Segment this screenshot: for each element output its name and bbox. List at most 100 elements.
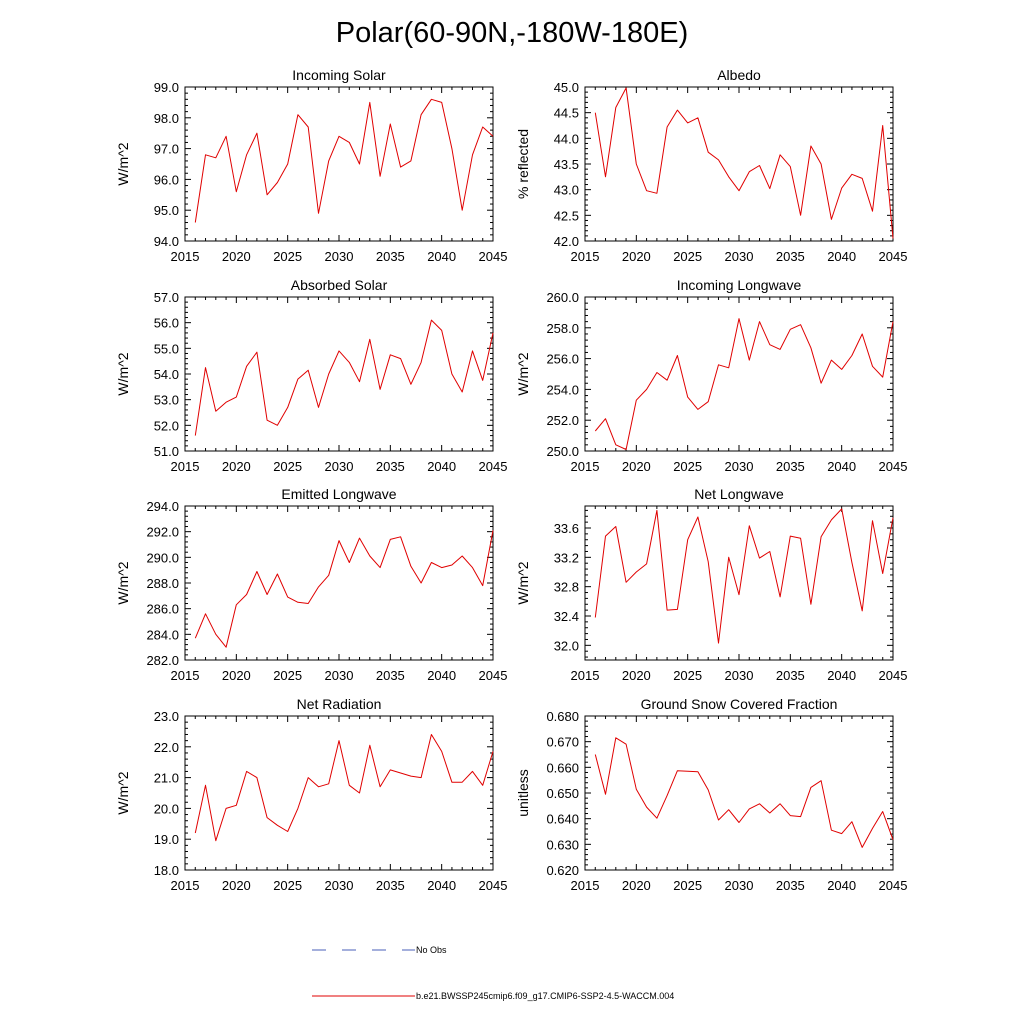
x-tick-label: 2040 — [427, 249, 456, 264]
x-tick-label: 2035 — [776, 459, 805, 474]
y-tick-label: 56.0 — [154, 316, 179, 331]
y-tick-label: 99.0 — [154, 80, 179, 95]
chart-title: Emitted Longwave — [281, 486, 396, 502]
y-tick-label: 250.0 — [546, 444, 579, 459]
x-tick-label: 2015 — [171, 878, 200, 893]
x-tick-label: 2035 — [376, 249, 405, 264]
y-tick-label: 260.0 — [546, 290, 579, 305]
chart-panel-6: Net Longwave W/m^2 2015 2020 2025 2030 2035 204… — [515, 486, 907, 683]
y-tick-label: 22.0 — [154, 740, 179, 755]
chart-panel-4: Incoming Longwave W/m^2 2015 2020 2025 2030 20… — [515, 277, 907, 474]
series-line — [194, 530, 494, 648]
x-tick-label: 2035 — [376, 878, 405, 893]
y-tick-label: 0.670 — [546, 735, 579, 750]
x-tick-label: 2040 — [827, 459, 856, 474]
y-tick-label: 288.0 — [146, 576, 179, 591]
x-tick-label: 2040 — [427, 668, 456, 683]
x-tick-label: 2015 — [171, 459, 200, 474]
y-tick-label: 53.0 — [154, 393, 179, 408]
y-axis-label: W/m^2 — [515, 352, 531, 395]
x-tick-label: 2025 — [273, 878, 302, 893]
chart-title: Net Radiation — [297, 696, 382, 712]
chart-title: Absorbed Solar — [291, 277, 388, 293]
chart-panel-3: Absorbed Solar W/m^2 2015 2020 2025 2030 2035 2… — [115, 277, 507, 474]
y-axis-label: W/m^2 — [115, 352, 131, 395]
y-tick-label: 57.0 — [154, 290, 179, 305]
chart-panel-2: Albedo % reflected 2015 2020 2025 2030 2035 204… — [515, 67, 907, 264]
y-axis-label: W/m^2 — [115, 771, 131, 814]
y-axis-label: W/m^2 — [515, 561, 531, 604]
x-tick-label: 2030 — [325, 878, 354, 893]
x-tick-label: 2025 — [273, 249, 302, 264]
x-tick-label: 2030 — [725, 668, 754, 683]
y-tick-label: 0.620 — [546, 863, 579, 878]
series-line — [194, 319, 494, 436]
y-axis-label: % reflected — [515, 129, 531, 199]
y-tick-label: 32.4 — [554, 609, 579, 624]
x-tick-label: 2045 — [479, 249, 508, 264]
y-tick-label: 98.0 — [154, 111, 179, 126]
x-tick-label: 2030 — [725, 878, 754, 893]
y-axis-label: unitless — [515, 769, 531, 816]
x-tick-label: 2045 — [879, 668, 908, 683]
x-tick-label: 2015 — [571, 249, 600, 264]
x-tick-label: 2020 — [222, 878, 251, 893]
y-tick-label: 0.640 — [546, 812, 579, 827]
series-line — [194, 98, 494, 223]
x-tick-label: 2030 — [725, 249, 754, 264]
series-line — [594, 508, 894, 644]
x-tick-label: 2040 — [427, 459, 456, 474]
x-tick-label: 2025 — [273, 459, 302, 474]
y-tick-label: 54.0 — [154, 367, 179, 382]
y-tick-label: 32.8 — [554, 580, 579, 595]
y-tick-label: 256.0 — [546, 352, 579, 367]
x-tick-label: 2015 — [171, 249, 200, 264]
y-tick-label: 290.0 — [146, 550, 179, 565]
page-title: Polar(60-90N,-180W-180E) — [336, 17, 688, 49]
x-tick-label: 2040 — [827, 878, 856, 893]
y-tick-label: 43.5 — [554, 157, 579, 172]
chart-panel-8: Ground Snow Covered Fraction unitless 2015… — [515, 696, 907, 893]
x-tick-label: 2025 — [673, 878, 702, 893]
x-tick-label: 2045 — [479, 668, 508, 683]
series-line — [594, 737, 894, 848]
series-line — [594, 87, 894, 239]
y-tick-label: 286.0 — [146, 602, 179, 617]
y-tick-label: 254.0 — [546, 382, 579, 397]
y-tick-label: 45.0 — [554, 80, 579, 95]
chart-title: Incoming Longwave — [677, 277, 802, 293]
x-tick-label: 2045 — [879, 459, 908, 474]
x-tick-label: 2020 — [222, 459, 251, 474]
chart-panel-7: Net Radiation W/m^2 2015 2020 2025 2030 2035 20… — [115, 696, 507, 893]
y-tick-label: 0.660 — [546, 760, 579, 775]
y-tick-label: 32.0 — [554, 638, 579, 653]
y-tick-label: 0.630 — [546, 837, 579, 852]
x-tick-label: 2045 — [879, 249, 908, 264]
y-tick-label: 282.0 — [146, 653, 179, 668]
x-tick-label: 2030 — [725, 459, 754, 474]
y-tick-label: 42.0 — [554, 234, 579, 249]
legend: No Obs b.e21.BWSSP245cmip6.f09_g17.CMIP6… — [312, 945, 674, 1001]
y-tick-label: 44.0 — [554, 131, 579, 146]
y-tick-label: 33.6 — [554, 521, 579, 536]
y-tick-label: 19.0 — [154, 832, 179, 847]
y-axis-label: W/m^2 — [115, 561, 131, 604]
x-tick-label: 2035 — [376, 668, 405, 683]
x-tick-label: 2040 — [827, 249, 856, 264]
legend-model-label: b.e21.BWSSP245cmip6.f09_g17.CMIP6-SSP2-4… — [416, 991, 674, 1001]
chart-title: Albedo — [717, 67, 761, 83]
x-tick-label: 2015 — [571, 878, 600, 893]
x-tick-label: 2020 — [622, 668, 651, 683]
y-tick-label: 292.0 — [146, 525, 179, 540]
chart-title: Net Longwave — [694, 486, 784, 502]
y-tick-label: 294.0 — [146, 499, 179, 514]
y-tick-label: 0.650 — [546, 786, 579, 801]
x-tick-label: 2035 — [376, 459, 405, 474]
y-tick-label: 43.0 — [554, 183, 579, 198]
legend-obs-label: No Obs — [416, 945, 447, 955]
x-tick-label: 2035 — [776, 668, 805, 683]
chart-title: Incoming Solar — [292, 67, 386, 83]
y-tick-label: 55.0 — [154, 341, 179, 356]
